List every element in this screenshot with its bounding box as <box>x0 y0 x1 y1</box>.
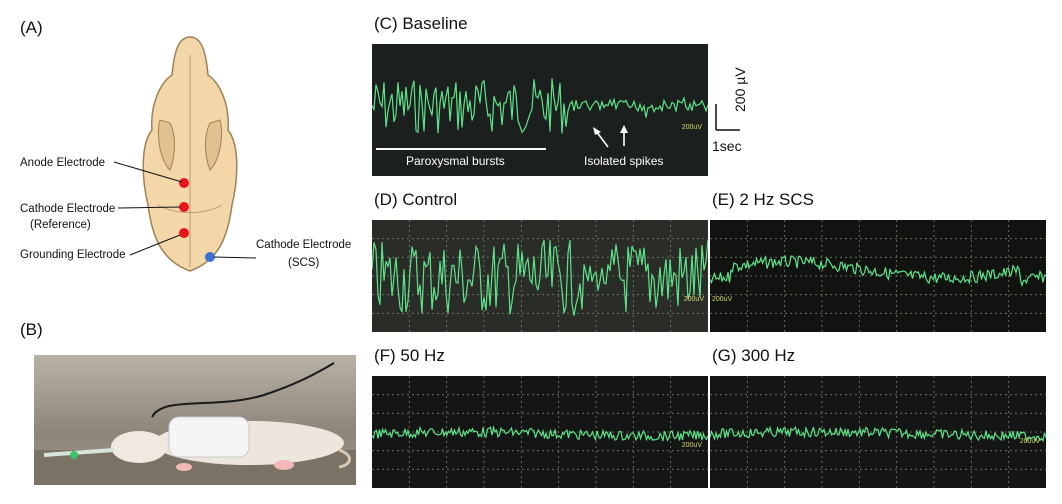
anode-electrode-label: Anode Electrode <box>20 157 106 169</box>
scs-50hz-eeg-scope: 200uV <box>372 376 708 488</box>
cathode-scs-electrode-dot <box>205 252 215 262</box>
scs-300hz-eeg-trace <box>710 376 1046 488</box>
eeg-trace-line <box>710 254 1046 288</box>
cathode-scs-label-line2: (SCS) <box>288 257 320 269</box>
scale-bar <box>715 104 740 131</box>
paroxysmal-bursts-underline <box>376 148 546 150</box>
rat-head <box>111 431 167 463</box>
baseline-eeg-scope: Paroxysmal bursts Isolated spikes 200uV <box>372 44 708 176</box>
scs-50hz-eeg-trace <box>372 376 708 488</box>
cathode-scs-label-line1: Cathode Electrode <box>256 239 352 251</box>
skull-eye-orbit-right <box>205 119 223 171</box>
panel-a-label: (A) <box>20 18 43 37</box>
panel-c-label: (C) Baseline <box>374 14 468 33</box>
rat-jacket <box>168 416 250 458</box>
isolated-spikes-label: Isolated spikes <box>584 154 664 168</box>
panel-f-label: (F) 50 Hz <box>374 346 445 365</box>
scs-2hz-eeg-scope: 200uV <box>710 220 1046 332</box>
anode-electrode-dot <box>179 178 189 188</box>
rat-photo-illustration <box>34 355 356 485</box>
baseline-scope-tag: 200uV <box>681 124 702 131</box>
scs-2hz-scope-tag: 200uV <box>712 296 733 303</box>
control-eeg-scope: 200uV <box>372 220 708 332</box>
rat-tail <box>338 448 351 469</box>
paroxysmal-bursts-label: Paroxysmal bursts <box>406 154 505 168</box>
scale-time-label: 1sec <box>712 138 742 154</box>
anesthesia-tube <box>43 448 115 457</box>
grounding-electrode-dot <box>179 228 189 238</box>
electrode-wire <box>151 362 335 418</box>
baseline-eeg-trace <box>372 78 708 134</box>
eeg-trace-line <box>710 425 1046 443</box>
rat-foot <box>274 460 294 470</box>
eeg-trace-line <box>372 425 708 442</box>
grounding-electrode-label: Grounding Electrode <box>20 249 126 261</box>
scs-50hz-scope-tag: 200uV <box>681 442 702 449</box>
cathode-reference-label-line1: Cathode Electrode <box>20 203 116 215</box>
rat-skull-illustration <box>142 36 238 272</box>
control-scope-tag: 200uV <box>683 296 704 303</box>
panel-b-label: (B) <box>20 320 43 339</box>
scs-300hz-eeg-scope: 200uV <box>710 376 1046 488</box>
panel-e-label: (E) 2 Hz SCS <box>712 190 815 209</box>
isolated-spikes-arrows <box>593 125 628 148</box>
cathode-reference-label-line2: (Reference) <box>30 219 91 231</box>
cathode-reference-electrode-dot <box>179 202 189 212</box>
rat-foot-2 <box>176 463 192 471</box>
scs-300hz-scope-tag: 200uV <box>1019 438 1040 445</box>
eeg-trace-line <box>372 239 708 316</box>
tube-connector-icon <box>70 451 78 459</box>
scs-2hz-eeg-trace <box>710 220 1046 332</box>
panel-g-label: (G) 300 Hz <box>712 346 796 365</box>
skull-eye-orbit-left <box>157 119 175 171</box>
scale-voltage-label: 200 µV <box>732 67 748 112</box>
eeg-trace-line <box>372 78 708 134</box>
panel-d-label: (D) Control <box>374 190 458 209</box>
control-eeg-trace <box>372 220 708 332</box>
